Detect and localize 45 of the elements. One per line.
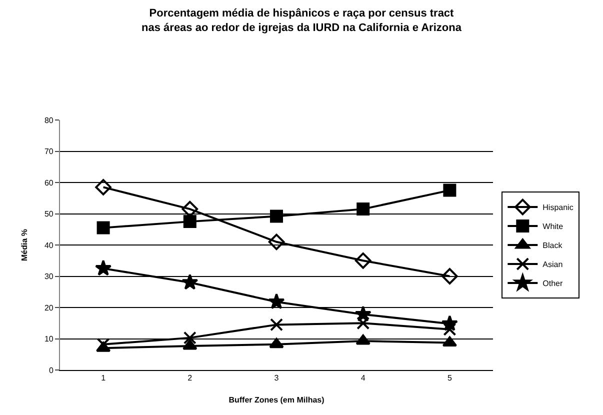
legend-label: Other bbox=[542, 279, 564, 288]
x-tick-label: 2 bbox=[188, 374, 193, 383]
y-tick-label: 70 bbox=[44, 147, 54, 156]
point bbox=[268, 234, 285, 250]
point bbox=[269, 338, 284, 348]
point bbox=[354, 252, 372, 269]
chart-title: Porcentagem média de hispânicos e raça por census tract nas áreas ao redor de igrejas da IURD na California e Arizona bbox=[142, 8, 462, 34]
point bbox=[183, 331, 196, 344]
point bbox=[182, 339, 198, 350]
point bbox=[182, 274, 198, 290]
point bbox=[268, 293, 285, 310]
point bbox=[94, 260, 112, 276]
legend-label: Hispanic bbox=[542, 203, 574, 212]
x-tick-label: 4 bbox=[360, 374, 366, 383]
y-axis-title: Média % bbox=[20, 228, 30, 262]
point bbox=[442, 268, 458, 284]
y-tick-label: 40 bbox=[44, 240, 54, 250]
point bbox=[441, 315, 458, 331]
point bbox=[443, 322, 456, 336]
point bbox=[183, 215, 196, 228]
x-axis-title: Buffer Zones (em Milhas) bbox=[228, 396, 325, 405]
point bbox=[95, 179, 112, 196]
point bbox=[270, 210, 283, 223]
x-tick-label: 1 bbox=[101, 374, 106, 383]
point bbox=[442, 336, 458, 347]
point bbox=[356, 334, 370, 345]
y-tick-label: 0 bbox=[48, 366, 54, 375]
y-tick-label: 20 bbox=[44, 303, 54, 312]
legend-label: Black bbox=[542, 241, 564, 250]
y-tick-label: 60 bbox=[44, 178, 54, 188]
point bbox=[356, 202, 370, 216]
x-tick-label: 5 bbox=[447, 374, 452, 383]
point bbox=[354, 306, 372, 322]
y-tick-label: 50 bbox=[44, 210, 54, 219]
y-tick-label: 30 bbox=[44, 272, 54, 282]
y-tick-label: 80 bbox=[44, 116, 54, 125]
point bbox=[96, 338, 110, 351]
y-tick-label: 10 bbox=[44, 334, 54, 344]
point bbox=[96, 221, 110, 234]
point bbox=[443, 184, 456, 197]
point bbox=[270, 318, 283, 332]
legend-label: Asian bbox=[542, 260, 563, 270]
legend-label: White bbox=[542, 222, 564, 232]
point bbox=[356, 316, 370, 330]
x-tick-label: 3 bbox=[274, 374, 280, 383]
